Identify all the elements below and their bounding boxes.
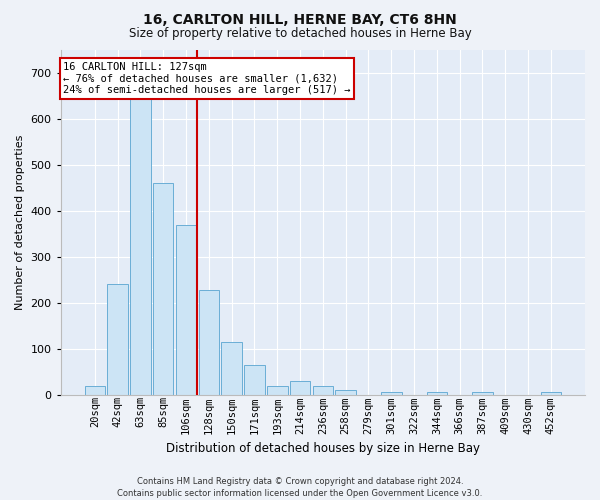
Bar	[381, 392, 401, 395]
Text: 16, CARLTON HILL, HERNE BAY, CT6 8HN: 16, CARLTON HILL, HERNE BAY, CT6 8HN	[143, 12, 457, 26]
Bar	[107, 284, 128, 395]
Y-axis label: Number of detached properties: Number of detached properties	[15, 134, 25, 310]
Bar	[313, 386, 333, 395]
Bar	[153, 184, 173, 395]
Bar	[199, 290, 219, 395]
Bar	[176, 224, 196, 395]
Bar	[427, 392, 447, 395]
Bar	[335, 390, 356, 395]
Bar	[472, 392, 493, 395]
Bar	[85, 386, 105, 395]
Text: Contains HM Land Registry data © Crown copyright and database right 2024.
Contai: Contains HM Land Registry data © Crown c…	[118, 476, 482, 498]
Bar	[244, 365, 265, 395]
X-axis label: Distribution of detached houses by size in Herne Bay: Distribution of detached houses by size …	[166, 442, 480, 455]
Bar	[267, 386, 287, 395]
Bar	[541, 392, 561, 395]
Bar	[290, 381, 310, 395]
Bar	[130, 96, 151, 395]
Bar	[221, 342, 242, 395]
Text: Size of property relative to detached houses in Herne Bay: Size of property relative to detached ho…	[128, 28, 472, 40]
Text: 16 CARLTON HILL: 127sqm
← 76% of detached houses are smaller (1,632)
24% of semi: 16 CARLTON HILL: 127sqm ← 76% of detache…	[64, 62, 351, 96]
